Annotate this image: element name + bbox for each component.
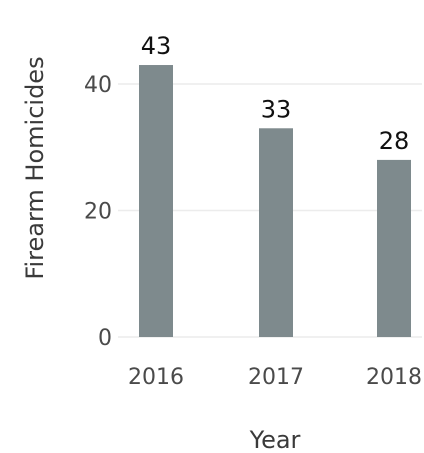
data-label-2018: 28 xyxy=(379,127,410,155)
data-label-2017: 33 xyxy=(261,95,292,123)
data-label-2016: 43 xyxy=(141,32,172,60)
y-axis-ticks: 0 20 40 xyxy=(84,73,112,351)
x-axis-ticks: 2016 2017 2018 xyxy=(128,365,422,390)
data-labels: 43 33 28 xyxy=(141,32,410,155)
x-tick-label-2018: 2018 xyxy=(366,365,422,390)
y-tick-label: 20 xyxy=(84,200,112,225)
bar-2016 xyxy=(139,65,173,338)
y-tick-label: 40 xyxy=(84,73,112,98)
bar-2017 xyxy=(259,128,293,337)
bar-2018 xyxy=(377,159,411,337)
x-tick-label-2017: 2017 xyxy=(248,365,304,390)
x-axis-title: Year xyxy=(249,426,301,453)
bars xyxy=(139,65,411,338)
x-tick-label-2016: 2016 xyxy=(128,365,184,390)
y-tick-label: 0 xyxy=(98,326,112,351)
y-axis-title: Firearm Homicides xyxy=(21,56,49,279)
